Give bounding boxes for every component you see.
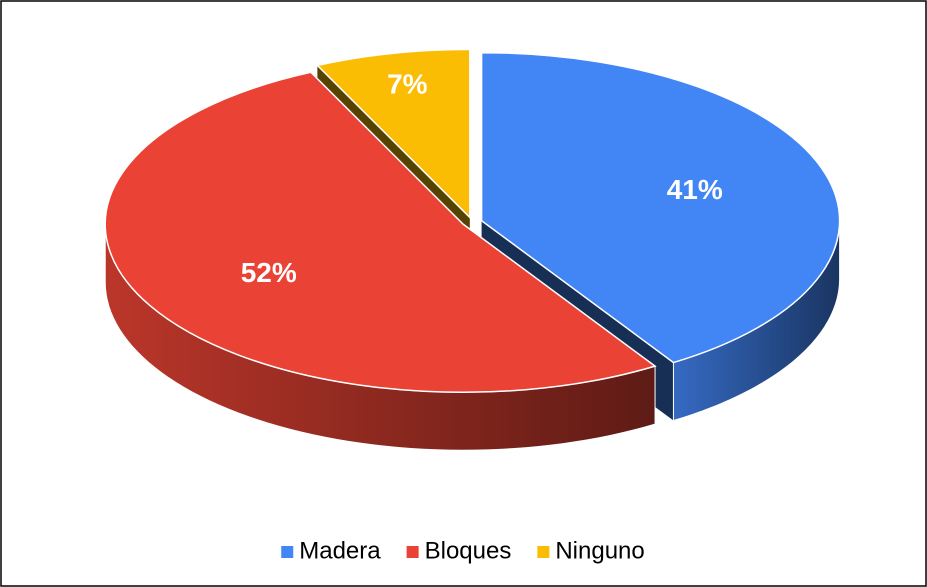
data-label: 7% [387,69,428,100]
legend-marker [281,546,294,558]
slice [480,51,841,364]
legend-label: Bloques [425,537,512,564]
legend-label: Madera [299,537,381,564]
data-label: 41% [667,174,723,205]
slice [315,48,471,220]
legend-label: Ninguno [555,537,644,564]
slice [104,71,657,394]
data-label: 52% [241,257,297,288]
legend-marker [537,546,550,558]
legend-marker [406,546,419,558]
